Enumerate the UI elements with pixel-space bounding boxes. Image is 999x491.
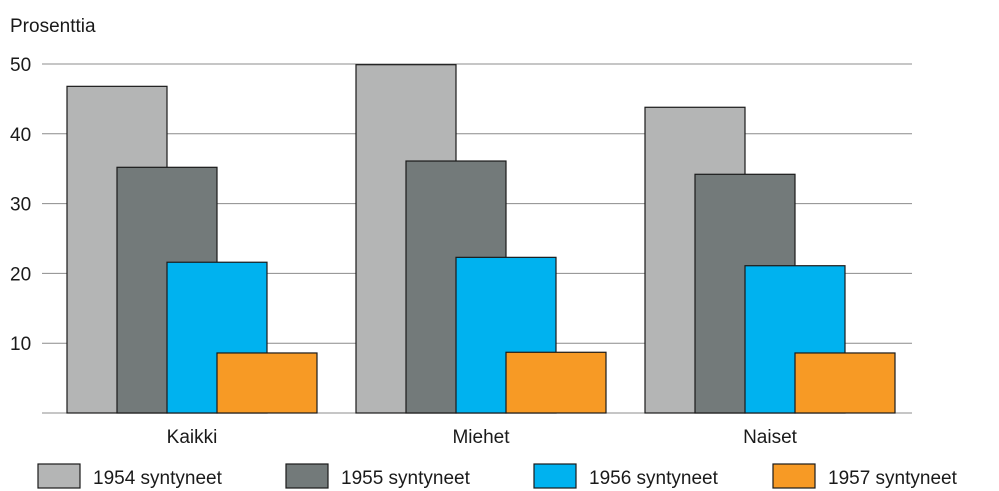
y-tick-label: 10 bbox=[10, 334, 31, 355]
legend-label: 1957 syntyneet bbox=[828, 468, 958, 489]
bar-naiset-4 bbox=[794, 352, 896, 414]
bar-group-kaikki bbox=[66, 85, 318, 414]
x-category-label: Miehet bbox=[452, 427, 510, 448]
legend-swatch bbox=[37, 463, 81, 489]
y-tick-label: 30 bbox=[10, 195, 31, 216]
x-axis-categories: Kaikki Miehet Naiset bbox=[167, 427, 798, 448]
legend-swatch bbox=[285, 463, 329, 489]
y-tick-label: 20 bbox=[10, 264, 31, 285]
x-category-label: Kaikki bbox=[167, 427, 218, 448]
legend-item: 1954 syntyneet bbox=[37, 463, 223, 489]
legend: 1954 syntyneet 1955 syntyneet 1956 syntyne… bbox=[37, 463, 958, 489]
legend-item: 1955 syntyneet bbox=[285, 463, 471, 489]
bar-group-naiset bbox=[644, 106, 896, 414]
bars bbox=[66, 64, 896, 414]
legend-label: 1954 syntyneet bbox=[93, 468, 223, 489]
legend-swatch bbox=[772, 463, 816, 489]
bar-miehet-4 bbox=[505, 351, 607, 414]
legend-label: 1955 syntyneet bbox=[341, 468, 471, 489]
y-tick-label: 40 bbox=[10, 125, 31, 146]
x-category-label: Naiset bbox=[743, 427, 798, 448]
bar-kaikki-4 bbox=[216, 352, 318, 414]
y-tick-label: 50 bbox=[10, 55, 31, 76]
legend-swatch bbox=[533, 463, 577, 489]
legend-item: 1957 syntyneet bbox=[772, 463, 958, 489]
legend-label: 1956 syntyneet bbox=[589, 468, 719, 489]
y-axis-ticks: 10 20 30 40 50 bbox=[10, 55, 31, 355]
bar-group-miehet bbox=[355, 64, 607, 414]
legend-item: 1956 syntyneet bbox=[533, 463, 719, 489]
y-axis-label: Prosenttia bbox=[10, 16, 96, 37]
